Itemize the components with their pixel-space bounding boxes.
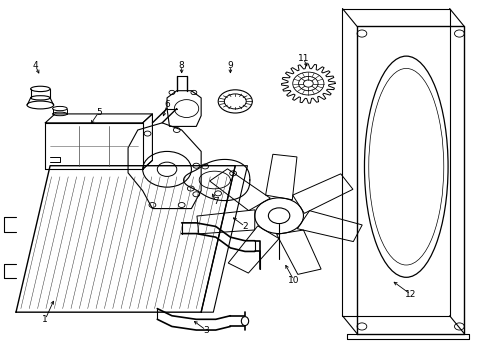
Text: 5: 5	[96, 108, 102, 117]
Text: 11: 11	[298, 54, 309, 63]
Text: 9: 9	[227, 61, 233, 70]
Text: 1: 1	[42, 315, 48, 324]
Text: 6: 6	[164, 100, 170, 109]
Text: 3: 3	[203, 325, 209, 334]
Text: 7: 7	[213, 197, 219, 206]
Text: 4: 4	[33, 61, 38, 70]
Text: 12: 12	[405, 290, 416, 299]
Text: 2: 2	[242, 222, 248, 231]
Text: 8: 8	[179, 61, 185, 70]
Text: 10: 10	[288, 275, 299, 284]
